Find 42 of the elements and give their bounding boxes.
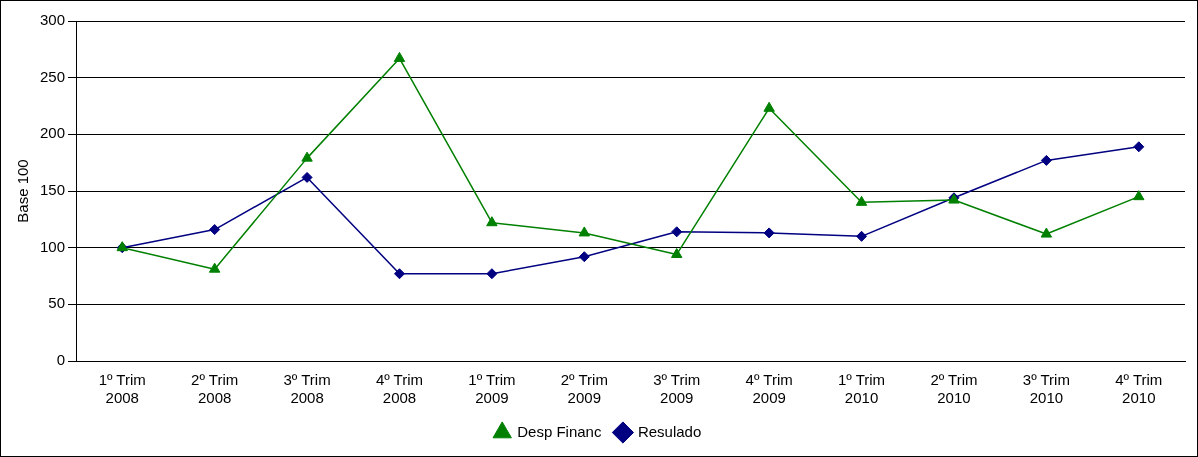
- y-tick-label: 0: [56, 351, 66, 369]
- point: [1040, 154, 1052, 166]
- x-tick-label: 1º Trim 2008: [98, 371, 146, 407]
- x-tick-label: 3º Trim 2009: [653, 371, 701, 407]
- x-tick-label: 1º Trim 2010: [837, 371, 886, 407]
- point: [1133, 141, 1145, 153]
- y-tick-label: 250: [40, 67, 66, 85]
- x-tick-label: 3º Trim 2008: [283, 371, 331, 407]
- point: [393, 268, 405, 280]
- point: [578, 226, 590, 237]
- point: [1040, 227, 1053, 238]
- point: [763, 101, 775, 112]
- point: [208, 262, 221, 273]
- point: [486, 216, 498, 227]
- y-tick-label: 150: [40, 181, 66, 199]
- legend-label: Resulado: [637, 422, 702, 440]
- point: [301, 171, 313, 183]
- x-tick-label: 4º Trim 2008: [375, 371, 424, 407]
- x-tick-label: 4º Trim 2009: [745, 371, 793, 407]
- y-tick-label: 100: [40, 237, 66, 255]
- point: [209, 224, 221, 236]
- point: [393, 51, 406, 62]
- point: [856, 230, 868, 242]
- y-tick-label: 200: [40, 124, 66, 142]
- x-tick-label: 4º Trim 2010: [1115, 371, 1163, 407]
- y-tick-label: 50: [48, 294, 66, 312]
- x-tick-label: 1º Trim 2009: [468, 371, 516, 407]
- point: [1133, 190, 1145, 201]
- point: [671, 226, 683, 238]
- point: [763, 227, 775, 239]
- x-tick-label: 3º Trim 2010: [1022, 371, 1070, 407]
- point: [578, 251, 590, 263]
- y-axis-title: Base 100: [14, 159, 32, 223]
- point: [855, 195, 868, 206]
- point: [486, 268, 498, 280]
- x-tick-label: 2º Trim 2010: [930, 371, 978, 407]
- y-tick-label: 300: [40, 11, 66, 29]
- x-tick-label: 2º Trim 2008: [191, 371, 239, 407]
- legend-label: Desp Financ: [517, 422, 602, 440]
- x-tick-label: 2º Trim 2009: [560, 371, 608, 407]
- point: [671, 247, 683, 258]
- point: [301, 151, 313, 162]
